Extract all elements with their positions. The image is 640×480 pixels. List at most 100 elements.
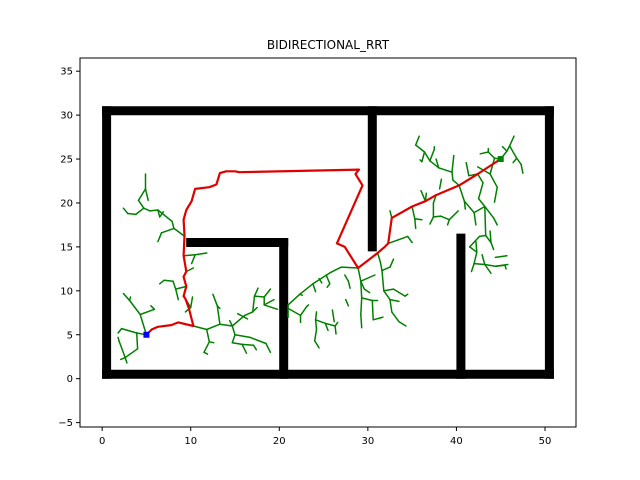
x-tick-label: 20 (273, 436, 286, 447)
tree-edge (477, 197, 486, 208)
tree-edge (347, 280, 351, 289)
tree-edge (381, 266, 391, 272)
tree-edge (340, 266, 359, 269)
goal-marker (497, 156, 504, 163)
tree-edge (476, 173, 484, 184)
tree-edge (124, 356, 128, 364)
tree-edge (473, 205, 486, 214)
tree-edge (414, 218, 423, 221)
tree-edge (473, 211, 477, 226)
tree-edge (331, 309, 335, 323)
tree-edge (484, 234, 492, 244)
tree-edge (119, 356, 126, 361)
tree-edge (484, 205, 487, 237)
tree-edge (326, 283, 331, 289)
tree-edge (360, 274, 376, 282)
tree-edge (117, 336, 120, 342)
tree-edge (473, 262, 486, 266)
x-tick-label: 50 (539, 436, 552, 447)
tree-edge (406, 235, 413, 244)
tree-edge (432, 215, 442, 218)
tree-edge (149, 209, 159, 212)
tree-edge (439, 215, 451, 221)
tree-edge (325, 274, 331, 285)
tree-edge (475, 240, 478, 253)
tree-edge (489, 157, 496, 175)
tree-edge (363, 288, 371, 294)
tree-edge (357, 267, 362, 282)
tree-edge (389, 298, 400, 303)
tree-edge (520, 163, 524, 174)
tree-edge (391, 311, 400, 323)
tree-edge (360, 297, 363, 316)
tree-edge (313, 340, 320, 349)
tree-edge (185, 267, 195, 273)
tree-edge (228, 319, 234, 327)
tree-edge (429, 216, 435, 225)
tree-edge (137, 188, 147, 202)
tree-edge (398, 320, 407, 327)
tree-edge (160, 227, 175, 234)
y-tick-label: 20 (60, 198, 73, 209)
tree-edge (205, 328, 211, 343)
tree-edge (287, 307, 302, 317)
tree-edge (490, 241, 495, 251)
tree-edge (448, 210, 459, 221)
y-axis-ticks: −5 0 5 10 15 20 25 30 35 (58, 67, 80, 429)
y-tick-label: 0 (67, 374, 73, 385)
tree-edge (376, 252, 382, 263)
tree-edge (298, 293, 304, 296)
planned-path-line (145, 157, 502, 336)
tree-edge (173, 227, 185, 237)
tree-edge (171, 220, 175, 230)
tree-edge (506, 145, 511, 152)
tree-edge (174, 288, 180, 301)
tree-edge (389, 258, 395, 268)
tree-edge (192, 325, 208, 331)
tree-edge (241, 343, 248, 354)
tree-edge (387, 239, 399, 245)
tree-edge (438, 178, 443, 190)
tree-edge (329, 266, 343, 274)
tree-edge (253, 287, 259, 297)
tree-edge (468, 235, 481, 248)
tree-edge (383, 290, 391, 301)
tree-edge (174, 285, 188, 290)
tree-edge (484, 205, 495, 219)
tree-edge (512, 157, 518, 164)
tree-edge (314, 319, 318, 331)
tree-edge (143, 207, 151, 212)
tree-edge (360, 313, 363, 329)
x-tick-label: 10 (184, 436, 197, 447)
tree-edge (203, 341, 211, 354)
tree-edge (420, 189, 427, 202)
tree-edge (135, 207, 145, 216)
tree-edge (451, 171, 454, 181)
tree-edge (117, 327, 123, 334)
tree-layer (117, 135, 524, 364)
y-tick-label: 15 (60, 242, 73, 253)
tree-edge (298, 283, 314, 296)
tree-edge (429, 160, 440, 169)
tree-edge (451, 154, 455, 173)
tree-edge (124, 348, 139, 359)
tree-edge (243, 311, 254, 317)
tree-edge (251, 295, 256, 313)
tree-edge (216, 305, 221, 310)
y-tick-label: −5 (58, 418, 73, 429)
tree-edge (122, 207, 129, 215)
tree-edge (489, 230, 492, 244)
tree-edge (157, 209, 161, 218)
tree-edge (172, 280, 177, 290)
tree-edge (314, 319, 327, 325)
tree-edge (484, 263, 497, 267)
tree-edge (137, 199, 145, 209)
tree-edge (231, 334, 236, 344)
y-tick-label: 5 (67, 330, 73, 341)
tree-edge (157, 232, 163, 243)
tree-edge (360, 297, 374, 302)
tree-edge (465, 161, 470, 177)
tree-edge (128, 299, 141, 316)
tree-edge (515, 157, 522, 166)
